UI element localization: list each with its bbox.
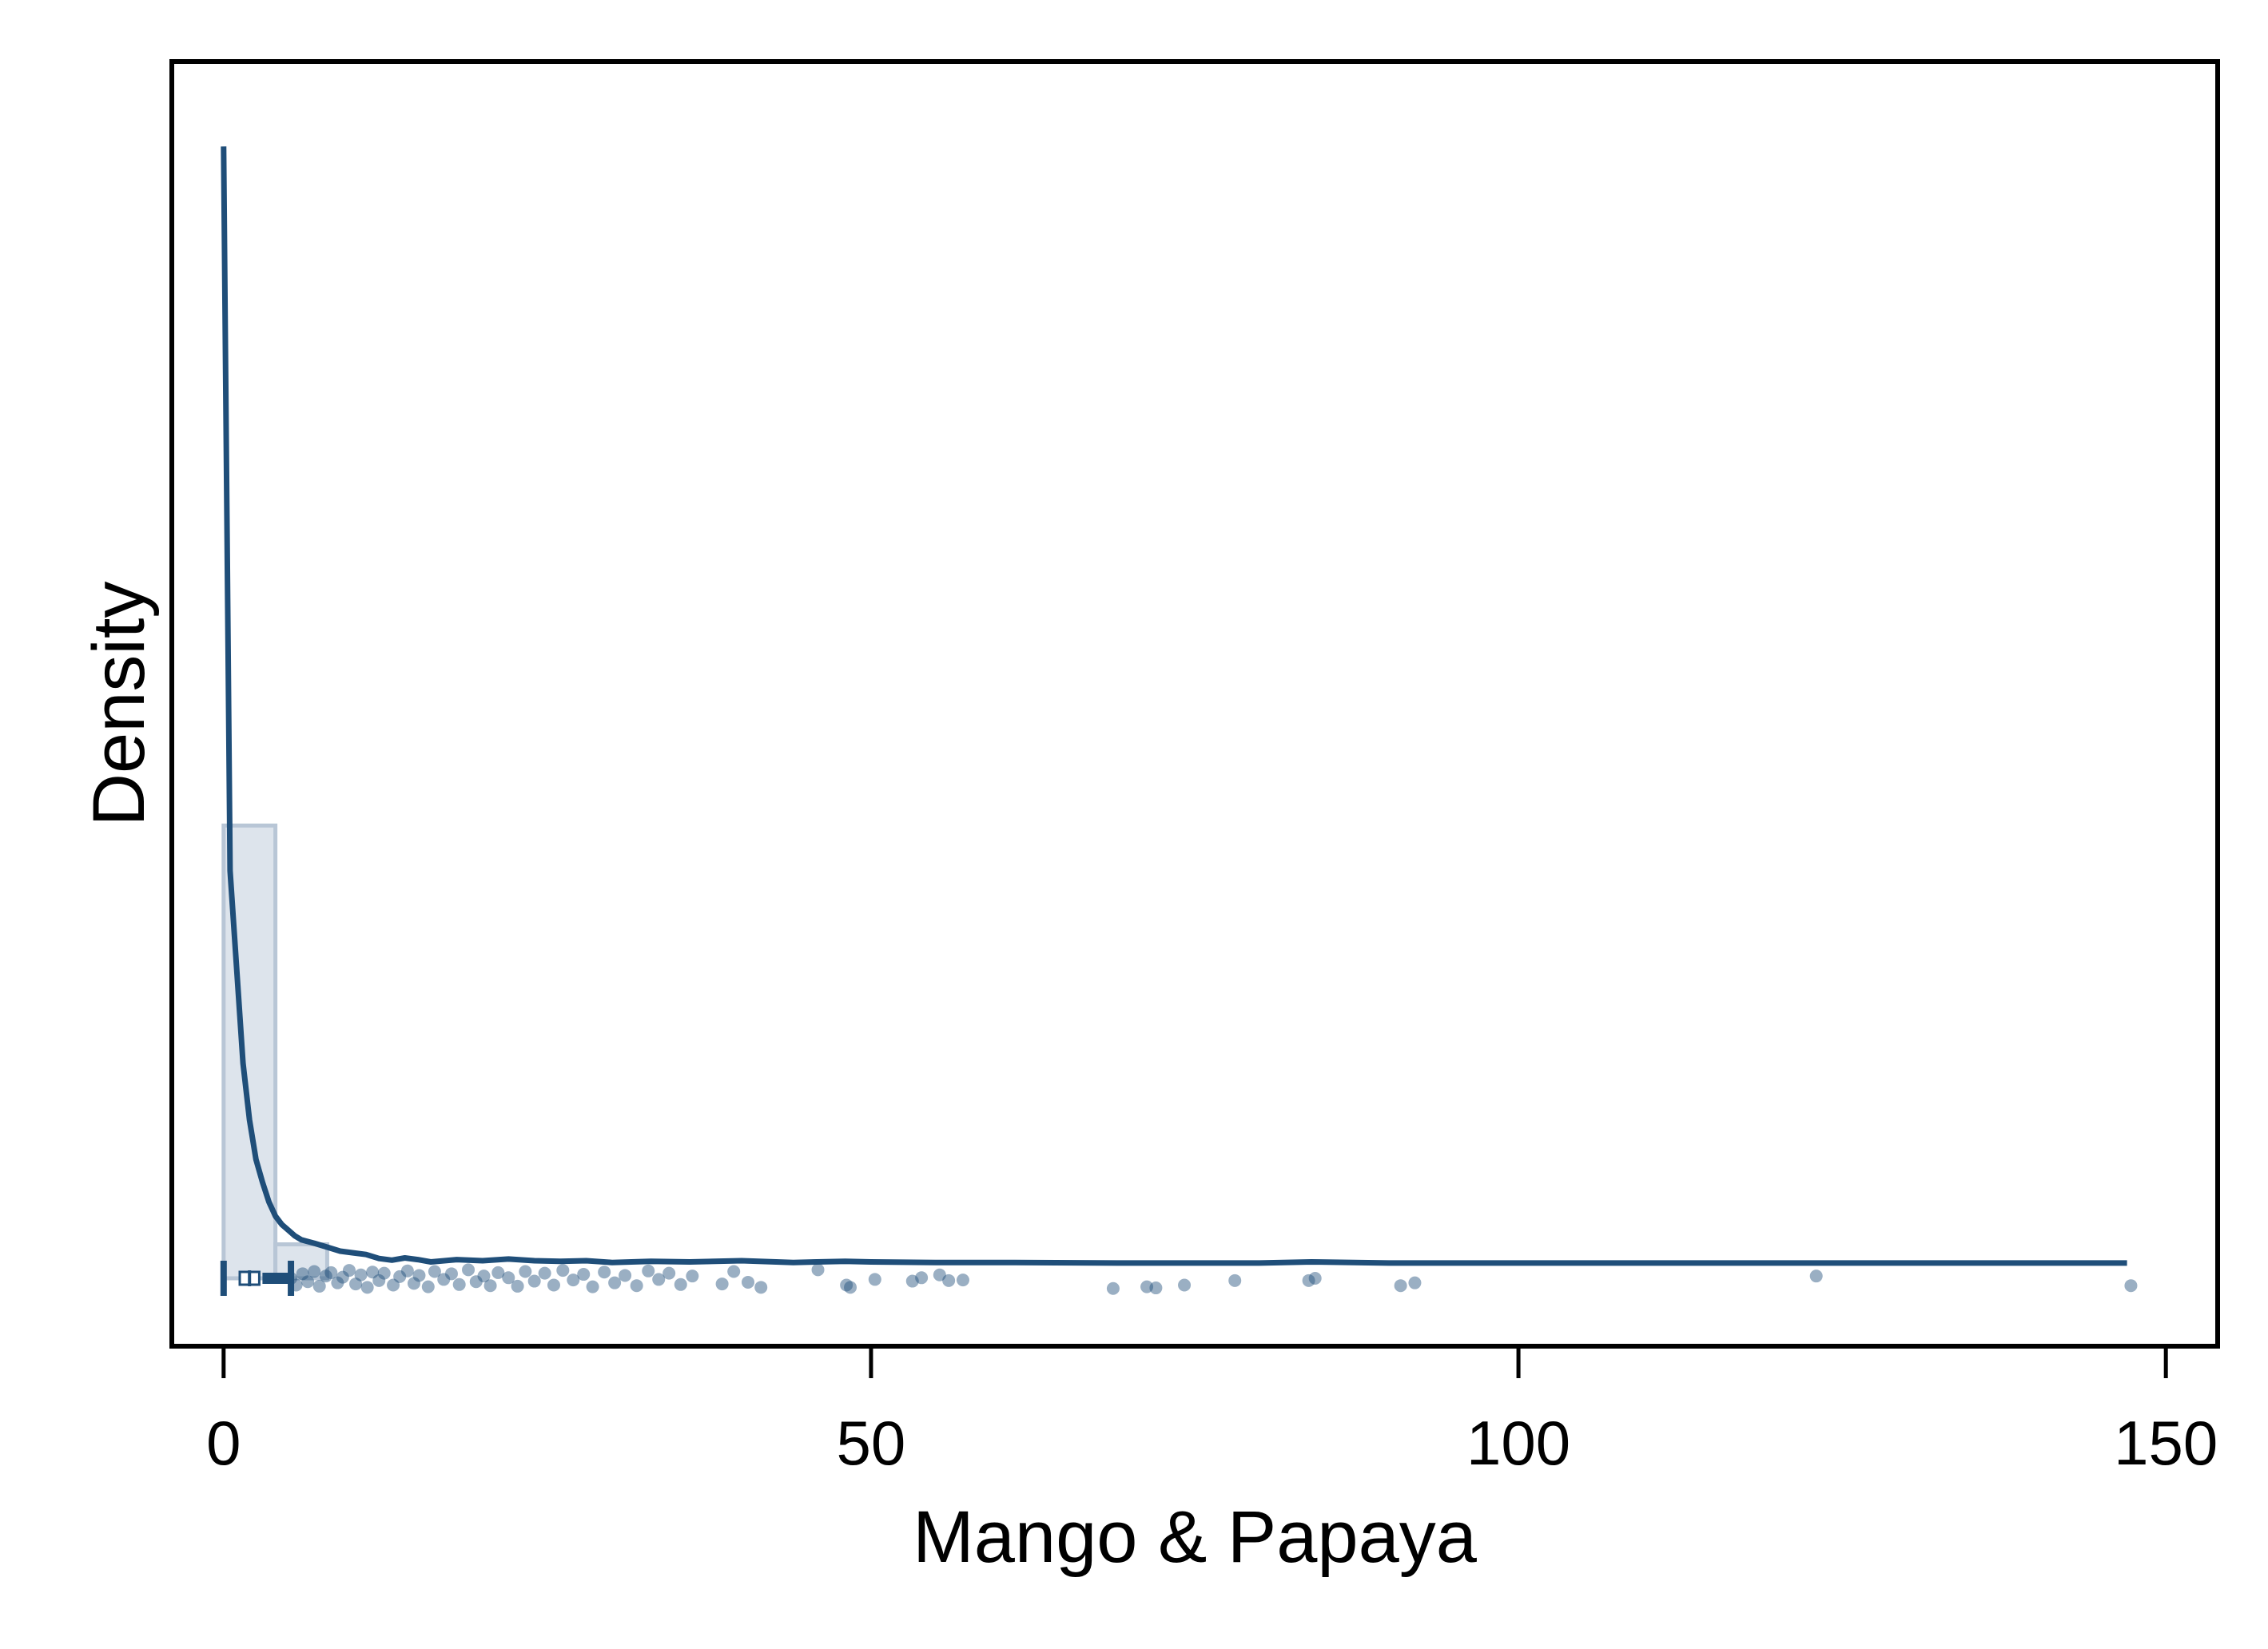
data-point (1106, 1281, 1120, 1295)
data-point (444, 1267, 458, 1281)
data-point (312, 1279, 326, 1293)
data-point (502, 1271, 515, 1285)
data-point (652, 1273, 666, 1286)
data-point (662, 1266, 676, 1280)
data-point (2124, 1279, 2138, 1293)
data-point (452, 1277, 466, 1291)
data-point (742, 1275, 755, 1289)
data-point (956, 1274, 969, 1287)
data-point (556, 1264, 570, 1277)
data-point (754, 1281, 768, 1294)
data-point (308, 1265, 321, 1278)
data-point (354, 1268, 368, 1281)
data-point (349, 1277, 363, 1291)
data-point (372, 1274, 386, 1287)
data-point (1149, 1281, 1163, 1295)
x-tick-label-0: 0 (206, 1408, 241, 1478)
data-point (527, 1274, 541, 1288)
data-point (811, 1263, 825, 1277)
data-point (942, 1274, 956, 1287)
jittered-points (284, 1263, 2138, 1295)
data-point (319, 1270, 332, 1283)
data-point (674, 1277, 687, 1291)
data-point (686, 1270, 699, 1283)
data-point (1809, 1270, 1823, 1283)
data-point (393, 1270, 407, 1283)
data-point (915, 1271, 929, 1285)
data-point (598, 1266, 611, 1279)
density-curve (221, 146, 2127, 1266)
data-point (477, 1270, 491, 1283)
data-point (1140, 1280, 1154, 1293)
data-point (1308, 1271, 1322, 1285)
data-point (715, 1277, 729, 1291)
data-point (642, 1264, 655, 1277)
data-point (469, 1275, 483, 1289)
data-point (491, 1266, 505, 1279)
y-axis-title: Density (78, 582, 160, 827)
data-point (840, 1278, 853, 1292)
x-tick-label-50: 50 (837, 1408, 906, 1478)
data-point (1394, 1279, 1407, 1293)
data-point (630, 1279, 643, 1293)
data-point (462, 1263, 475, 1277)
data-point (538, 1266, 551, 1280)
data-point (421, 1280, 435, 1293)
data-point (296, 1267, 309, 1281)
data-point (844, 1281, 857, 1294)
data-point (547, 1278, 560, 1292)
data-point (1178, 1278, 1192, 1292)
data-point (407, 1277, 420, 1290)
data-point (387, 1278, 400, 1292)
histogram-bar-1 (273, 1242, 329, 1281)
x-axis-ticks: 0 50 100 150 (206, 1346, 2218, 1478)
data-point (608, 1276, 622, 1289)
data-point (519, 1265, 532, 1278)
data-point (933, 1268, 946, 1281)
x-tick-label-100: 100 (1466, 1408, 1570, 1478)
data-point (868, 1273, 881, 1286)
data-point (377, 1266, 391, 1280)
data-point (412, 1269, 426, 1282)
data-point (437, 1273, 451, 1286)
data-point (342, 1264, 356, 1277)
data-point (336, 1270, 349, 1284)
plot-frame (169, 59, 2220, 1349)
data-point (586, 1280, 599, 1293)
box-plot (220, 1260, 295, 1296)
data-point (1228, 1274, 1242, 1287)
data-point (301, 1275, 315, 1289)
data-point (331, 1276, 344, 1289)
data-point (1302, 1274, 1315, 1287)
data-point (360, 1281, 374, 1294)
data-point (428, 1265, 441, 1278)
data-point (567, 1274, 580, 1287)
data-point (400, 1264, 414, 1277)
data-point (577, 1268, 591, 1281)
x-axis-title: Mango & Papaya (913, 1496, 1478, 1578)
x-tick-label-150: 150 (2114, 1408, 2218, 1478)
data-point (483, 1279, 497, 1293)
data-point (324, 1266, 338, 1279)
data-point (1408, 1276, 1422, 1289)
data-point (619, 1269, 632, 1282)
data-point (905, 1274, 919, 1288)
data-point (366, 1266, 380, 1279)
data-point (727, 1265, 741, 1278)
data-point (511, 1279, 524, 1293)
